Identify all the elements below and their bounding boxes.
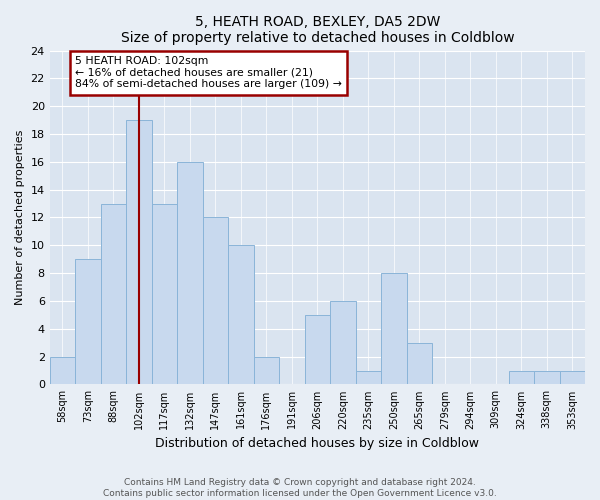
Bar (534, 370, 560, 384)
Bar (509, 370, 534, 384)
Bar (330, 301, 356, 384)
Bar (203, 218, 228, 384)
Text: 5 HEATH ROAD: 102sqm
← 16% of detached houses are smaller (21)
84% of semi-detac: 5 HEATH ROAD: 102sqm ← 16% of detached h… (75, 56, 342, 90)
Y-axis label: Number of detached properties: Number of detached properties (15, 130, 25, 305)
Bar (177, 162, 203, 384)
Bar (152, 204, 177, 384)
Bar (407, 342, 432, 384)
Bar (50, 356, 75, 384)
Bar (101, 204, 126, 384)
Title: 5, HEATH ROAD, BEXLEY, DA5 2DW
Size of property relative to detached houses in C: 5, HEATH ROAD, BEXLEY, DA5 2DW Size of p… (121, 15, 514, 45)
Bar (126, 120, 152, 384)
Bar (75, 259, 101, 384)
Bar (560, 370, 585, 384)
Bar (254, 356, 279, 384)
X-axis label: Distribution of detached houses by size in Coldblow: Distribution of detached houses by size … (155, 437, 479, 450)
Bar (228, 246, 254, 384)
Bar (356, 370, 381, 384)
Text: Contains HM Land Registry data © Crown copyright and database right 2024.
Contai: Contains HM Land Registry data © Crown c… (103, 478, 497, 498)
Bar (305, 315, 330, 384)
Bar (381, 273, 407, 384)
